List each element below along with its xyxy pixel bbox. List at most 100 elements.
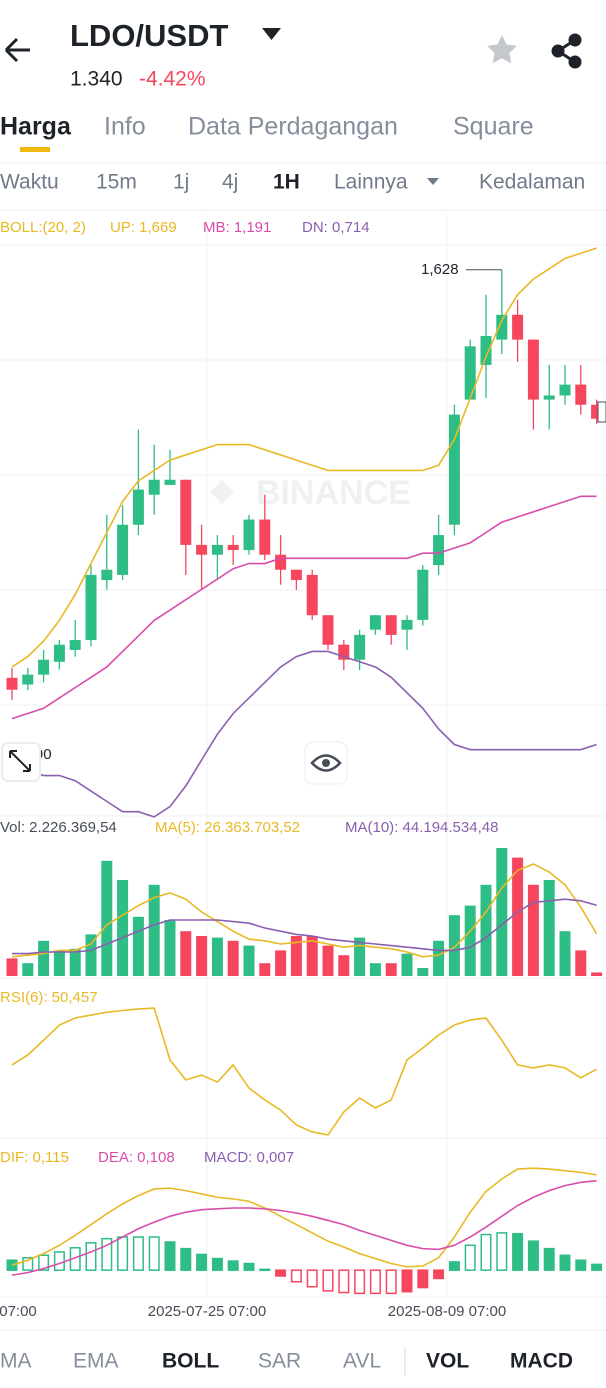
x-tick-label: 2025-07-25 07:00 bbox=[148, 1303, 266, 1320]
volume-bar bbox=[148, 884, 160, 976]
candle-body bbox=[101, 569, 113, 581]
macd-bar bbox=[575, 1259, 587, 1271]
vol-legend: Vol: 2.226.369,54 bbox=[0, 819, 117, 836]
candle-body bbox=[22, 674, 34, 685]
pair-title[interactable]: LDO/USDT bbox=[70, 18, 229, 53]
chart-layer: 1,6280,690 bbox=[6, 247, 603, 1295]
tab[interactable]: Info bbox=[104, 113, 146, 141]
indicator-tab[interactable]: VOL bbox=[426, 1350, 469, 1373]
interval[interactable]: Waktu bbox=[0, 171, 59, 194]
macd-bar bbox=[22, 1256, 34, 1271]
eye-outline bbox=[310, 754, 342, 772]
boll-line bbox=[11, 495, 597, 720]
candle-body bbox=[211, 544, 223, 555]
volume-bar bbox=[512, 857, 524, 976]
candle-body bbox=[38, 659, 50, 675]
back-icon[interactable] bbox=[4, 37, 30, 63]
volume-ma-line bbox=[11, 863, 598, 958]
expand-icon[interactable] bbox=[1, 742, 41, 782]
macd-bar bbox=[464, 1244, 476, 1271]
indicator-tab[interactable]: MA bbox=[0, 1350, 32, 1373]
tab[interactable]: Harga bbox=[0, 113, 72, 141]
macd-legend: DEA: 0,108 bbox=[98, 1149, 175, 1166]
expand-arrows bbox=[9, 750, 31, 772]
macd-bar bbox=[227, 1260, 239, 1271]
indicator-tab[interactable]: BOLL bbox=[162, 1350, 219, 1373]
macd-bar bbox=[148, 1236, 160, 1271]
candle-body bbox=[512, 314, 524, 340]
rsi-legend: RSI(6): 50,457 bbox=[0, 989, 98, 1006]
volume-bar bbox=[85, 934, 97, 976]
candle-body bbox=[85, 574, 97, 641]
macd-bar bbox=[259, 1268, 271, 1272]
interval[interactable]: 4j bbox=[222, 171, 238, 194]
macd-bar bbox=[433, 1269, 445, 1280]
volume-bar bbox=[164, 920, 176, 976]
candle-body bbox=[148, 479, 160, 495]
candle-body bbox=[575, 384, 587, 405]
candle-body bbox=[117, 524, 129, 575]
share-icon[interactable] bbox=[551, 33, 582, 69]
macd-bar bbox=[275, 1269, 287, 1277]
price-marker bbox=[597, 401, 606, 423]
volume-bar bbox=[22, 963, 34, 976]
volume-bar bbox=[480, 884, 492, 976]
volume-bar bbox=[53, 950, 65, 976]
tab[interactable]: Data Perdagangan bbox=[188, 113, 398, 141]
volume-bar bbox=[354, 937, 366, 976]
watermark-logo bbox=[210, 480, 234, 504]
interval[interactable]: 1H bbox=[273, 171, 300, 194]
macd-bar bbox=[196, 1253, 208, 1271]
macd-bar bbox=[480, 1233, 492, 1271]
macd-bar bbox=[496, 1232, 508, 1271]
favorite-icon[interactable] bbox=[487, 35, 517, 64]
volume-ma-line bbox=[12, 898, 597, 955]
last-price: 1.340 bbox=[70, 68, 123, 91]
interval[interactable]: Kedalaman bbox=[479, 171, 585, 194]
candle-body bbox=[354, 634, 366, 660]
macd-bar bbox=[322, 1269, 334, 1292]
volume-bar bbox=[401, 953, 413, 976]
candle-body bbox=[164, 479, 176, 485]
candle-body bbox=[306, 574, 318, 616]
interval-dropdown bbox=[427, 178, 439, 185]
volume-bar bbox=[259, 963, 271, 976]
volume-bar bbox=[369, 963, 381, 976]
candle-body bbox=[417, 569, 429, 620]
candle-body bbox=[259, 519, 271, 555]
volume-bar bbox=[433, 940, 445, 976]
eye-icon[interactable] bbox=[304, 741, 348, 785]
indicator-tab[interactable]: EMA bbox=[73, 1350, 119, 1373]
volume-bar bbox=[322, 945, 334, 976]
vol-legend: MA(5): 26.363.703,52 bbox=[155, 819, 300, 836]
candle-body bbox=[322, 615, 334, 645]
rsi-line bbox=[11, 1007, 597, 1136]
candle-body bbox=[180, 479, 192, 545]
volume-bar bbox=[496, 848, 508, 976]
volume-bar bbox=[575, 950, 587, 976]
volume-bar bbox=[132, 916, 144, 976]
watermark-text: BINANCE bbox=[256, 474, 411, 512]
grid bbox=[0, 215, 606, 1298]
interval[interactable]: 15m bbox=[96, 171, 137, 194]
candle-body bbox=[369, 615, 381, 630]
macd-bar bbox=[338, 1269, 350, 1294]
tab[interactable]: Square bbox=[453, 113, 534, 141]
indicator-tab[interactable]: MACD bbox=[510, 1350, 573, 1373]
macd-bar bbox=[448, 1261, 460, 1271]
interval[interactable]: 1j bbox=[173, 171, 189, 194]
candle-body bbox=[433, 535, 445, 566]
eye-pupil bbox=[322, 759, 330, 767]
volume-bar bbox=[180, 931, 192, 976]
interval[interactable]: Lainnya bbox=[334, 171, 408, 194]
volume-bar bbox=[543, 880, 555, 976]
indicator-tab[interactable]: SAR bbox=[258, 1350, 301, 1373]
pair-dropdown[interactable] bbox=[262, 28, 281, 40]
active-tab-underline bbox=[20, 147, 50, 152]
volume-bar bbox=[211, 937, 223, 976]
price-change: -4.42% bbox=[139, 68, 206, 91]
indicator-tab[interactable]: AVL bbox=[343, 1350, 381, 1373]
volume-bar bbox=[290, 936, 302, 976]
